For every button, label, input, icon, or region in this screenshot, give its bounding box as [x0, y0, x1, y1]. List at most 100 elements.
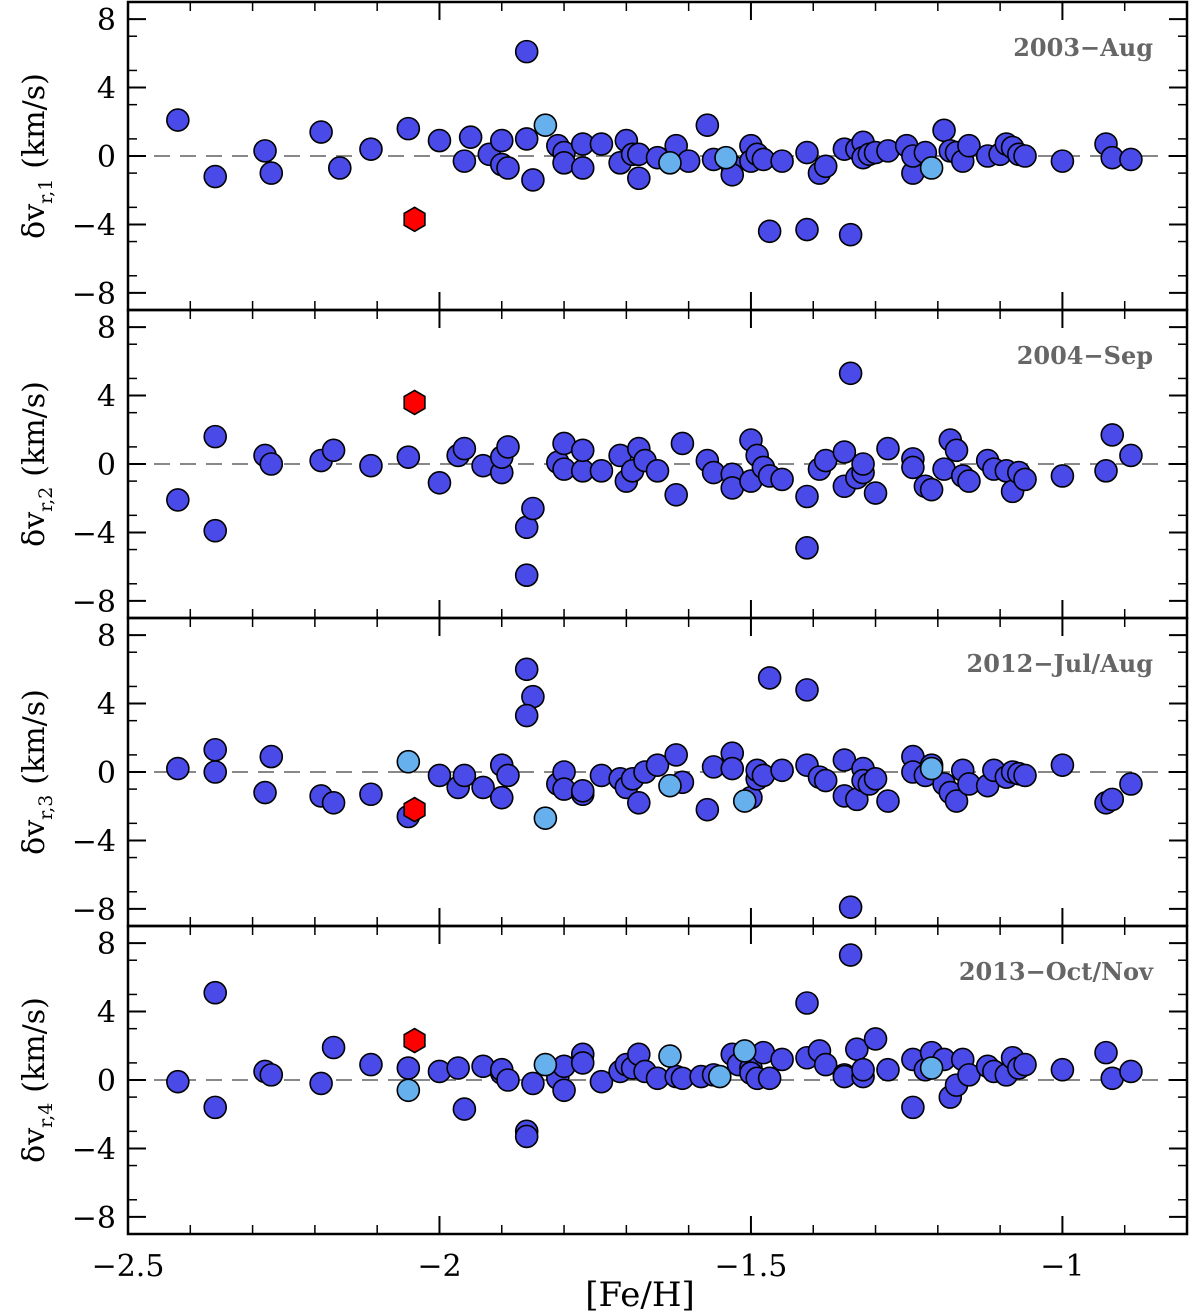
data-point: [1050, 753, 1075, 777]
data-point: [838, 895, 863, 919]
data-point: [359, 1052, 383, 1077]
data-point: [552, 1078, 576, 1103]
panel-title: 2012−Jul/Aug: [967, 649, 1154, 678]
data-point: [670, 431, 695, 456]
data-point: [901, 1095, 925, 1120]
data-point-light: [658, 773, 682, 798]
data-point: [1119, 147, 1143, 172]
data-point: [795, 140, 819, 165]
data-point: [427, 128, 452, 153]
data-point: [813, 1052, 838, 1077]
panel-title: 2013−Oct/Nov: [959, 957, 1154, 986]
data-point: [863, 767, 888, 791]
data-point: [570, 156, 595, 180]
data-point: [427, 471, 452, 495]
data-point: [489, 128, 514, 153]
data-point: [813, 154, 838, 179]
data-point: [664, 482, 688, 507]
data-point: [863, 481, 888, 505]
data-point: [589, 132, 614, 156]
data-point: [521, 496, 545, 521]
data-point-light: [533, 1052, 558, 1077]
data-point: [1094, 1040, 1118, 1065]
y-label-units: (km/s): [17, 997, 52, 1093]
data-point: [514, 657, 539, 682]
data-point-light: [396, 749, 421, 774]
data-point: [695, 797, 720, 822]
data-point: [1119, 443, 1143, 468]
data-point: [944, 438, 969, 463]
panel-1: −8 −4 0 4 8 2003−Aug δvr,1 (km/s): [17, 0, 1189, 312]
data-point: [514, 703, 539, 728]
data-point: [203, 980, 228, 1005]
data-point: [1013, 467, 1037, 492]
y-label-symbol: δv: [17, 820, 52, 855]
x-tick-label: −2: [417, 1249, 461, 1284]
x-tick-label: −2.5: [92, 1249, 165, 1284]
y-tick-label: −8: [72, 277, 116, 312]
data-point: [570, 1051, 595, 1075]
data-point: [514, 563, 539, 588]
y-label-units: (km/s): [17, 689, 52, 785]
data-point: [166, 756, 190, 781]
data-point: [514, 127, 539, 151]
y-tick-label: 8: [97, 311, 116, 346]
data-point-special-hexagon: [403, 796, 426, 823]
data-point: [253, 139, 277, 163]
data-point: [1119, 772, 1143, 796]
y-label-symbol: δv: [17, 512, 52, 547]
data-point: [359, 782, 383, 807]
data-point: [166, 108, 190, 132]
panels-layer: −8−40482003−Augδvr,1(km/s)−8−40482004−Se…: [17, 0, 1189, 1236]
data-point: [627, 790, 651, 815]
data-point: [645, 459, 670, 483]
data-point: [770, 758, 794, 783]
data-point: [851, 1057, 875, 1082]
y-tick-label: 8: [97, 3, 116, 38]
y-label-units: (km/s): [17, 73, 52, 169]
data-point: [795, 536, 819, 560]
data-point: [832, 440, 857, 464]
data-point-light: [533, 806, 558, 831]
data-point: [695, 113, 720, 137]
y-tick-label: −8: [72, 1201, 116, 1236]
y-label-subscript: r,1: [35, 179, 57, 204]
data-point-special-hexagon: [403, 206, 426, 233]
data-point: [452, 1097, 477, 1121]
panel-2: −8 −4 0 4 8 2004−Sep δvr,2 (km/s): [17, 308, 1189, 620]
data-point: [471, 775, 495, 800]
data-point: [664, 743, 688, 767]
panel-4: −8 −4 0 4 8 2013−Oct/Nov δvr,4 (km/s): [17, 924, 1189, 1236]
data-point: [327, 156, 352, 180]
data-point-special-hexagon: [403, 1027, 426, 1054]
data-point: [1013, 1052, 1037, 1077]
data-point: [321, 438, 346, 463]
y-tick-label: 0: [97, 448, 116, 483]
data-point: [944, 789, 969, 813]
data-point: [901, 455, 925, 480]
x-axis: [Fe/H] −2.5 −2 −1.5 −1: [92, 1249, 1085, 1313]
data-point: [253, 780, 277, 805]
data-point-light: [919, 156, 944, 180]
data-point: [813, 768, 838, 793]
data-point: [203, 760, 228, 784]
y-axis-label: δvr,2 (km/s): [17, 381, 57, 547]
y-axis-label: δvr,1 (km/s): [17, 73, 57, 239]
data-point: [795, 678, 819, 702]
y-tick-label: 4: [97, 380, 116, 415]
y-tick-label: 8: [97, 619, 116, 654]
y-tick-label: 4: [97, 996, 116, 1031]
y-tick-label: 0: [97, 140, 116, 175]
data-point: [259, 1063, 284, 1087]
data-point: [166, 488, 190, 512]
data-point-light: [396, 1078, 421, 1103]
data-point: [1050, 1057, 1075, 1082]
data-point: [838, 943, 863, 967]
data-point: [838, 222, 863, 247]
data-point: [876, 436, 900, 461]
data-point: [458, 125, 483, 149]
data-point: [514, 39, 539, 64]
data-point: [757, 219, 782, 244]
y-tick-label: 4: [97, 72, 116, 107]
y-tick-label: −4: [72, 1132, 116, 1167]
